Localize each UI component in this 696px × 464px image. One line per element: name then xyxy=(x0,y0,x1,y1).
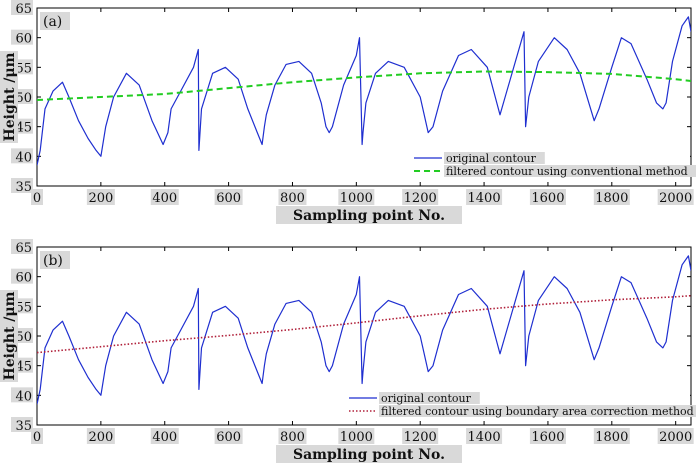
y-axis-label: Height /μm xyxy=(2,52,18,141)
x-tick-label: 1400 xyxy=(468,191,501,206)
legend-entry: filtered contour using conventional meth… xyxy=(446,165,688,178)
x-tick-label: 200 xyxy=(88,191,113,206)
x-tick-highlight xyxy=(338,428,375,444)
x-tick-label: 400 xyxy=(152,191,177,206)
x-axis-label: Sampling point No. xyxy=(293,208,445,224)
x-tick-highlight xyxy=(86,189,115,205)
y-tick-label: 35 xyxy=(15,180,32,195)
x-axis-label-highlight xyxy=(276,445,462,463)
x-tick-label: 2000 xyxy=(659,191,692,206)
y-tick-label: 50 xyxy=(15,330,32,345)
y-tick-highlight xyxy=(11,29,33,45)
x-tick-label: 1200 xyxy=(404,191,437,206)
x-tick-label: 1600 xyxy=(531,430,564,445)
panel-label-highlight xyxy=(40,12,70,30)
x-tick-label: 1600 xyxy=(531,191,564,206)
y-tick-label: 65 xyxy=(15,2,32,17)
chart-panel-a: 35 40 45 50 55 60 65 0 200 400 600 800 1000 1200 1400 1… xyxy=(0,0,696,224)
x-tick-label: 200 xyxy=(88,430,113,445)
y-tick-label: 60 xyxy=(15,271,32,286)
legend-entry: filtered contour using boundary area cor… xyxy=(381,405,694,418)
y-tick-label: 45 xyxy=(15,121,32,136)
x-axis-label: Sampling point No. xyxy=(293,447,445,463)
y-tick-label: 60 xyxy=(15,32,32,47)
panel-label-highlight xyxy=(40,251,70,269)
y-tick-label: 50 xyxy=(15,91,32,106)
y-axis-label-highlight xyxy=(0,51,18,143)
series-line-filtered-contour xyxy=(37,70,691,101)
x-tick-highlight xyxy=(214,428,243,444)
series-line-original-contour xyxy=(37,16,691,166)
x-tick-label: 800 xyxy=(280,430,305,445)
x-tick-highlight xyxy=(150,189,179,205)
x-tick-highlight xyxy=(86,428,115,444)
legend-text-highlight xyxy=(379,392,480,404)
x-tick-highlight xyxy=(593,428,630,444)
y-tick-highlight xyxy=(11,417,33,432)
chart-panel-b: 35 40 45 50 55 60 65 0 200 400 600 800 1000 1200 1400 1… xyxy=(0,239,696,463)
y-tick-label: 40 xyxy=(15,150,32,165)
x-tick-label: 800 xyxy=(280,191,305,206)
x-tick-highlight xyxy=(657,428,694,444)
panel-label: (b) xyxy=(43,253,63,269)
x-tick-highlight xyxy=(593,189,630,205)
y-tick-highlight xyxy=(11,387,33,403)
legend-entry: original contour xyxy=(446,152,537,165)
x-tick-label: 400 xyxy=(152,430,177,445)
x-tick-highlight xyxy=(338,189,375,205)
x-tick-highlight xyxy=(402,189,439,205)
y-tick-highlight xyxy=(11,239,33,254)
x-tick-highlight xyxy=(466,428,503,444)
y-tick-highlight xyxy=(11,0,33,15)
legend-entry: original contour xyxy=(381,392,472,405)
y-axis-label: Height /μm xyxy=(2,291,18,380)
y-tick-label: 65 xyxy=(15,241,32,256)
x-tick-label: 1000 xyxy=(340,430,373,445)
y-tick-label: 40 xyxy=(15,389,32,404)
x-tick-label: 1000 xyxy=(340,191,373,206)
legend-text-highlight xyxy=(444,165,696,177)
y-tick-highlight xyxy=(11,148,33,164)
x-tick-highlight xyxy=(278,428,307,444)
x-tick-highlight xyxy=(150,428,179,444)
x-tick-highlight xyxy=(529,428,566,444)
y-tick-highlight xyxy=(11,268,33,284)
x-tick-highlight xyxy=(529,189,566,205)
legend-text-highlight xyxy=(444,152,545,164)
y-tick-label: 45 xyxy=(15,360,32,375)
legend-text-highlight xyxy=(379,405,696,417)
x-tick-label: 600 xyxy=(216,430,241,445)
x-tick-highlight xyxy=(402,428,439,444)
x-tick-highlight xyxy=(31,189,43,205)
x-tick-highlight xyxy=(466,189,503,205)
x-tick-highlight xyxy=(214,189,243,205)
x-tick-label: 1800 xyxy=(595,191,628,206)
x-axis-label-highlight xyxy=(276,206,462,224)
y-axis-label-highlight xyxy=(0,290,18,382)
y-tick-label: 35 xyxy=(15,419,32,434)
y-tick-label: 55 xyxy=(15,300,32,315)
x-tick-label: 1200 xyxy=(404,430,437,445)
series-line-original-contour xyxy=(37,255,691,405)
x-tick-label: 1800 xyxy=(595,430,628,445)
x-tick-highlight xyxy=(657,189,694,205)
x-tick-label: 0 xyxy=(33,430,41,445)
x-tick-label: 2000 xyxy=(659,430,692,445)
x-tick-label: 1400 xyxy=(468,430,501,445)
x-tick-highlight xyxy=(31,428,43,444)
panel-label: (a) xyxy=(43,14,62,30)
y-tick-highlight xyxy=(11,178,33,193)
x-tick-label: 600 xyxy=(216,191,241,206)
x-tick-highlight xyxy=(278,189,307,205)
y-tick-label: 55 xyxy=(15,61,32,76)
x-tick-label: 0 xyxy=(33,191,41,206)
